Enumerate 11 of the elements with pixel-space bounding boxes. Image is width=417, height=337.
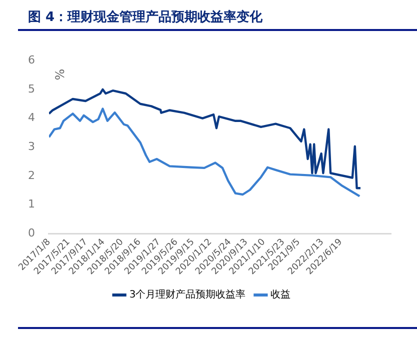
- y-tick-label: 0: [28, 226, 35, 240]
- y-tick-label: 1: [28, 198, 35, 211]
- y-tick-label: 2: [28, 168, 35, 182]
- chart-title: 图 4：理财现金管理产品预期收益率变化: [28, 8, 263, 26]
- y-tick-label: 3: [28, 140, 35, 154]
- y-tick-label: 6: [28, 53, 35, 66]
- y-tick-label: 4: [28, 111, 35, 124]
- legend-label: 收益: [270, 288, 291, 301]
- y-tick-label: 5: [28, 82, 35, 96]
- y-axis-title: %: [53, 68, 68, 80]
- legend-label: 3个月理财产品预期收益率: [129, 288, 246, 301]
